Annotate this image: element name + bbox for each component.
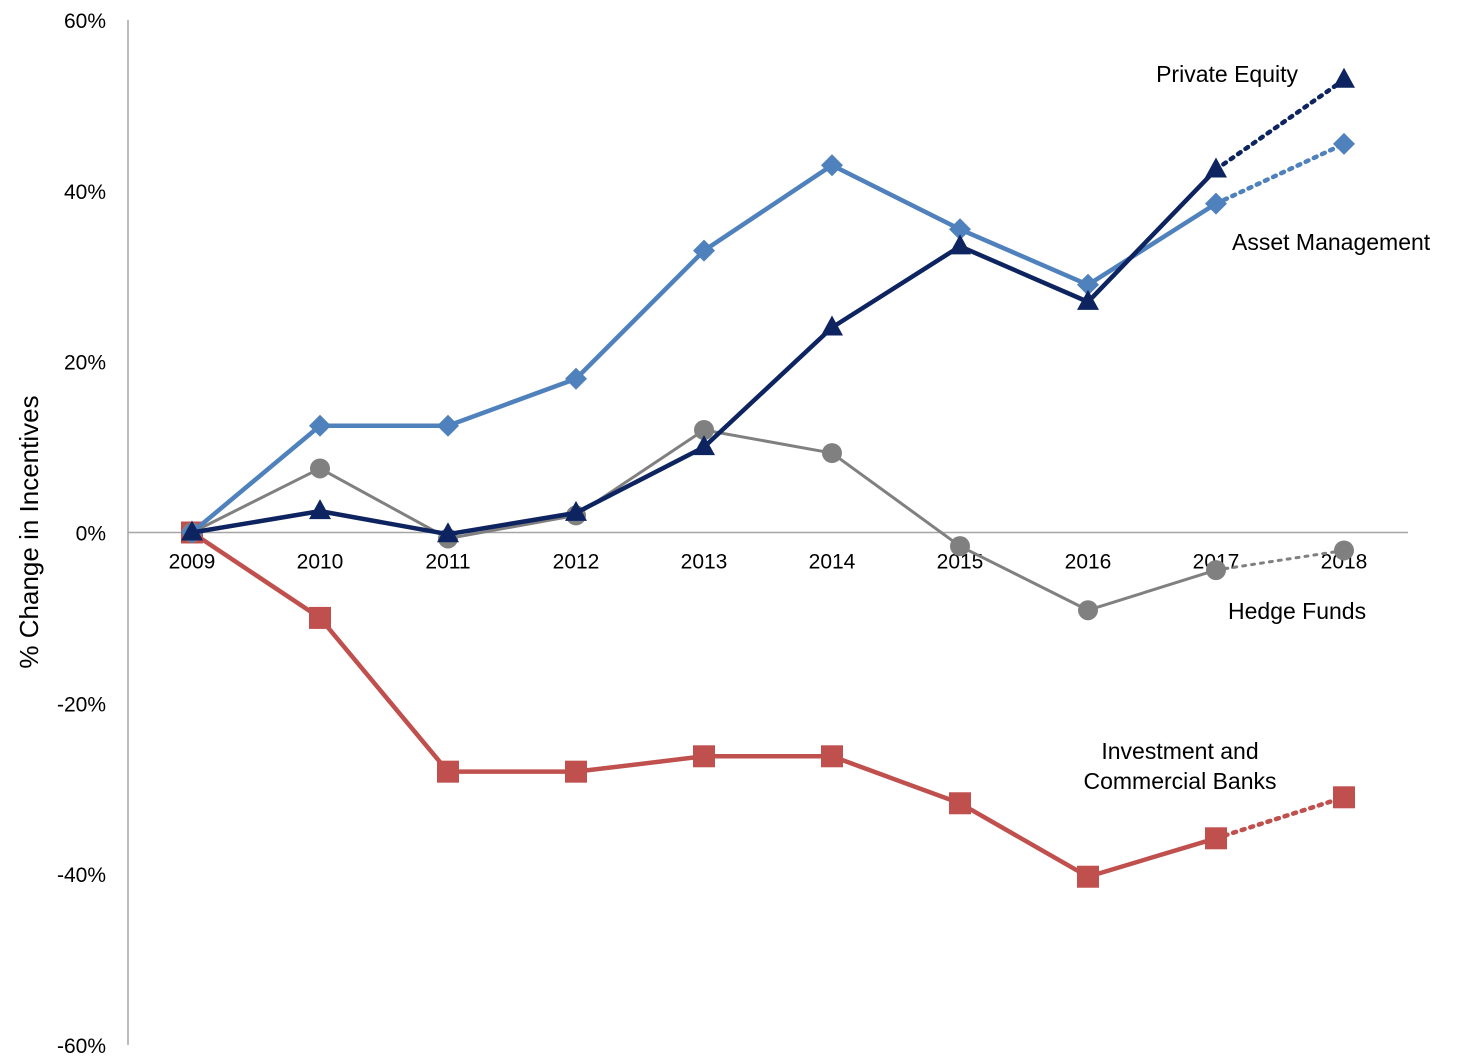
series-label: Asset Management — [1232, 229, 1431, 255]
series-line — [191, 428, 1217, 612]
series-label: Hedge Funds — [1228, 598, 1366, 624]
y-axis-label: % Change in Incentives — [14, 395, 44, 668]
x-tick-label: 2018 — [1321, 551, 1368, 574]
series-line — [190, 530, 1217, 879]
data-point — [694, 420, 714, 440]
data-point — [821, 154, 843, 177]
data-point — [821, 315, 843, 336]
series-line — [190, 162, 1218, 535]
data-point — [437, 760, 459, 783]
data-point — [565, 500, 587, 521]
data-point — [1334, 540, 1354, 561]
series-projection-line — [1213, 77, 1347, 172]
data-point — [310, 458, 330, 479]
series-projection-line — [1213, 141, 1347, 206]
y-axis: 60% 40% 20% 0% -20% -40% -60% — [57, 10, 129, 1058]
data-point — [693, 435, 715, 456]
series-line — [191, 167, 1218, 537]
y-tick-label: 60% — [64, 10, 106, 33]
x-tick-label: 2011 — [425, 551, 470, 574]
data-point — [950, 536, 970, 557]
x-tick-label: 2016 — [1065, 551, 1112, 574]
data-point — [1333, 67, 1355, 88]
data-point — [949, 792, 971, 815]
x-axis: 2009201020112012201320142015201620172018 — [128, 531, 1408, 574]
x-tick-label: 2009 — [169, 551, 216, 574]
data-point — [693, 745, 715, 768]
y-tick-label: 0% — [76, 523, 106, 546]
data-point — [1078, 600, 1098, 621]
data-point — [565, 760, 587, 783]
data-point — [1333, 786, 1355, 809]
data-point — [693, 239, 715, 262]
data-point — [181, 520, 203, 541]
x-tick-label: 2015 — [937, 551, 984, 574]
data-point — [949, 234, 971, 255]
data-point — [1077, 865, 1099, 888]
data-point — [1077, 289, 1099, 310]
data-point — [1205, 827, 1227, 850]
data-point — [822, 443, 842, 464]
series-layer — [181, 67, 1355, 888]
series-label: Private Equity — [1156, 61, 1298, 87]
y-tick-label: -40% — [57, 864, 106, 887]
series-projection-line — [1213, 795, 1347, 841]
data-point — [1333, 132, 1355, 155]
y-tick-label: 20% — [64, 352, 106, 375]
data-point — [309, 606, 331, 629]
data-point — [437, 522, 459, 543]
data-point — [949, 218, 971, 241]
data-point — [1206, 560, 1226, 581]
series-label: Investment and Commercial Banks — [1084, 738, 1277, 794]
series-labels: Asset Management Private Equity Hedge Fund… — [1084, 61, 1431, 794]
data-point — [1077, 273, 1099, 296]
series-square — [181, 521, 1355, 888]
x-tick-label: 2010 — [297, 551, 344, 574]
data-point — [309, 414, 331, 437]
data-point — [1205, 157, 1227, 178]
x-tick-label: 2014 — [809, 551, 856, 574]
data-point — [437, 414, 459, 437]
data-point — [821, 745, 843, 768]
x-tick-label: 2012 — [553, 551, 600, 574]
data-point — [1205, 192, 1227, 215]
series-diamond — [181, 132, 1355, 544]
y-tick-label: -20% — [57, 693, 106, 716]
series-triangle — [181, 67, 1355, 543]
x-tick-label: 2013 — [681, 551, 728, 574]
data-point — [565, 367, 587, 390]
data-point — [309, 499, 331, 520]
y-tick-label: 40% — [64, 181, 106, 204]
y-tick-label: -60% — [57, 1035, 106, 1058]
series-projection-line — [1214, 548, 1346, 572]
